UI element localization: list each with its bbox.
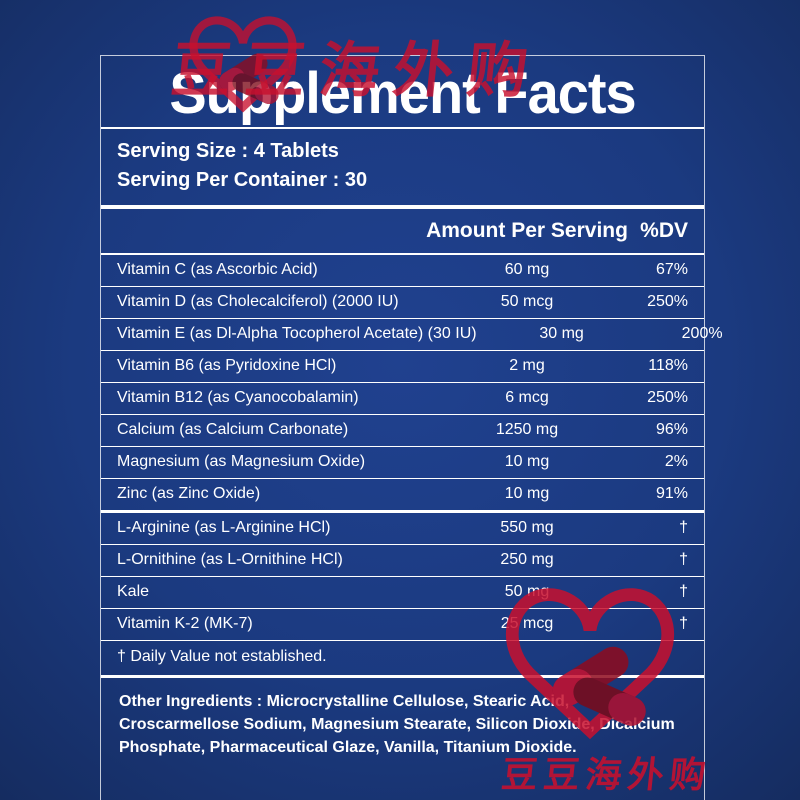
ingredient-name: Vitamin C (as Ascorbic Acid) (117, 261, 318, 279)
ingredient-dv: † (679, 551, 688, 569)
ingredient-name: Vitamin B6 (as Pyridoxine HCl) (117, 357, 337, 375)
ingredient-amount: 50 mg (504, 583, 550, 601)
ingredient-name: Vitamin K-2 (MK-7) (117, 615, 253, 633)
ingredient-name: Vitamin D (as Cholecalciferol) (2000 IU) (117, 293, 399, 311)
divider (101, 349, 704, 351)
table-row: L-Arginine (as L-Arginine HCl) 550 mg † (101, 513, 704, 544)
ingredient-amount: 2 mg (509, 357, 545, 375)
ingredient-dv: 200% (681, 325, 723, 343)
ingredient-name: L-Ornithine (as L-Ornithine HCl) (117, 551, 343, 569)
table-row: Calcium (as Calcium Carbonate) 1250 mg 9… (101, 415, 704, 446)
ingredient-amount: 550 mg (500, 519, 554, 537)
divider (101, 639, 704, 641)
ingredient-amount: 250 mg (500, 551, 554, 569)
divider (101, 674, 704, 678)
ingredient-name: L-Arginine (as L-Arginine HCl) (117, 519, 331, 537)
ingredient-dv: 2% (664, 453, 688, 471)
serving-info: Serving Size : 4 Tablets Serving Per Con… (101, 129, 704, 205)
ingredient-dv: † (679, 583, 688, 601)
ingredient-name: Magnesium (as Magnesium Oxide) (117, 453, 366, 471)
divider (101, 126, 704, 129)
divider (101, 477, 704, 479)
ingredient-dv: 91% (655, 485, 688, 503)
dv-footnote: † Daily Value not established. (117, 647, 327, 665)
ingredient-amount: 6 mcg (505, 389, 549, 407)
divider (101, 445, 704, 447)
amount-per-serving-header: Amount Per Serving (426, 218, 628, 242)
divider (101, 381, 704, 383)
table-row: Vitamin C (as Ascorbic Acid) 60 mg 67% (101, 255, 704, 286)
table-row: Kale 50 mg † (101, 577, 704, 608)
table-row: Vitamin K-2 (MK-7) 25 mcg † (101, 609, 704, 640)
supplement-facts-panel: Supplement Facts Serving Size : 4 Tablet… (100, 55, 723, 800)
divider (101, 575, 704, 577)
ingredient-amount: 25 mcg (500, 615, 554, 633)
divider (101, 509, 704, 513)
ingredient-dv: 250% (647, 293, 688, 311)
table-row: L-Ornithine (as L-Ornithine HCl) 250 mg … (101, 545, 704, 576)
other-ingredients: Other Ingredients : Microcrystalline Cel… (119, 692, 675, 757)
table-row: Vitamin B12 (as Cyanocobalamin) 6 mcg 25… (101, 383, 704, 414)
ingredient-amount: 60 mg (504, 261, 550, 279)
serving-per-container: Serving Per Container : 30 (117, 168, 368, 191)
ingredient-amount: 10 mg (504, 453, 550, 471)
ingredient-name: Kale (117, 583, 150, 601)
ingredient-amount: 30 mg (539, 325, 584, 343)
table-row: Vitamin B6 (as Pyridoxine HCl) 2 mg 118% (101, 351, 704, 382)
table-row: Zinc (as Zinc Oxide) 10 mg 91% (101, 479, 704, 510)
ingredient-name: Zinc (as Zinc Oxide) (117, 485, 261, 503)
table-row: Vitamin E (as Dl-Alpha Tocopherol Acetat… (101, 319, 723, 350)
divider (101, 317, 704, 319)
ingredient-name: Vitamin B12 (as Cyanocobalamin) (117, 389, 359, 407)
table-header: Amount Per Serving %DV (101, 209, 704, 253)
divider (101, 285, 704, 287)
ingredient-amount: 1250 mg (495, 421, 559, 439)
ingredient-amount: 10 mg (504, 485, 550, 503)
ingredient-name: Vitamin E (as Dl-Alpha Tocopherol Acetat… (117, 325, 477, 343)
serving-size: Serving Size : 4 Tablets (117, 139, 339, 162)
ingredient-dv: 250% (647, 389, 688, 407)
ingredient-dv: 118% (648, 357, 688, 375)
divider (101, 543, 704, 545)
divider (101, 413, 704, 415)
divider (101, 252, 704, 255)
ingredient-amount: 50 mcg (500, 293, 554, 311)
ingredient-dv: † (679, 519, 688, 537)
ingredient-dv: 67% (655, 261, 688, 279)
table-row: Magnesium (as Magnesium Oxide) 10 mg 2% (101, 447, 704, 478)
divider (101, 204, 704, 209)
divider (101, 607, 704, 609)
panel-title: Supplement Facts (169, 59, 636, 126)
dv-header: %DV (640, 218, 688, 242)
table-row: Vitamin D (as Cholecalciferol) (2000 IU)… (101, 287, 704, 318)
ingredient-name: Calcium (as Calcium Carbonate) (117, 421, 349, 439)
ingredient-dv: 96% (655, 421, 688, 439)
ingredient-dv: † (679, 615, 688, 633)
